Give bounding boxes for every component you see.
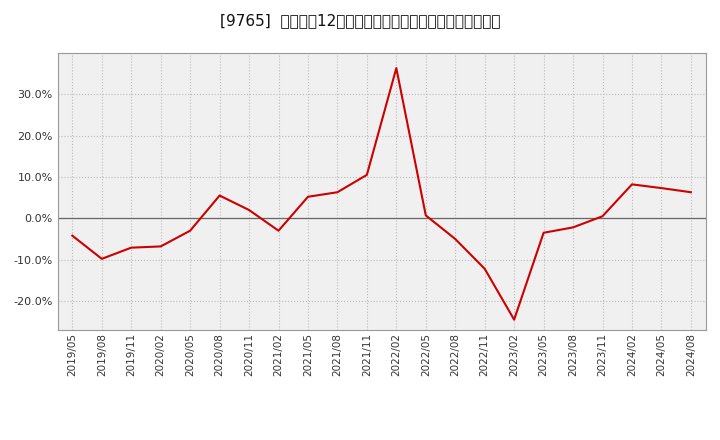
Text: [9765]  売上高の12か月移動合計の対前年同期増減率の推移: [9765] 売上高の12か月移動合計の対前年同期増減率の推移 xyxy=(220,13,500,28)
